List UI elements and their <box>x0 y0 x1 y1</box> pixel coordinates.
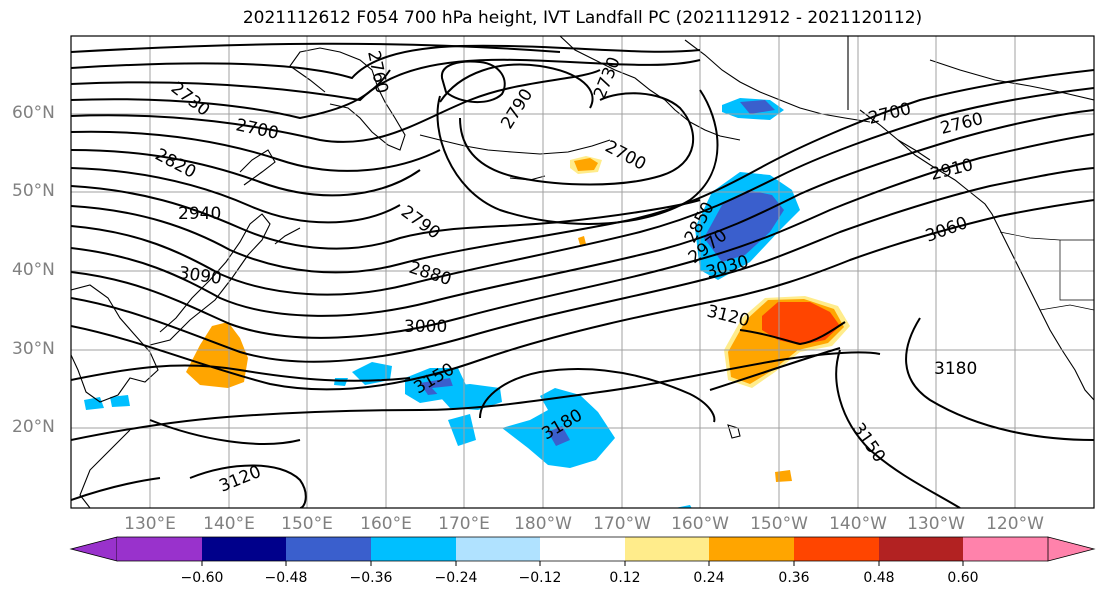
colorbar-tick-label: −0.36 <box>349 570 393 586</box>
colorbar-swatch <box>117 537 202 561</box>
colorbar-swatch <box>879 537 963 561</box>
lon-label: 140°E <box>203 514 255 534</box>
lon-label: 170°E <box>438 514 490 534</box>
colorbar-swatch <box>286 537 371 561</box>
lon-label: 140°W <box>829 514 887 534</box>
lat-label: 60°N <box>12 103 55 123</box>
lon-label: 160°E <box>360 514 412 534</box>
colorbar-swatch <box>963 537 1048 561</box>
lat-label: 20°N <box>12 417 55 437</box>
contour-label: 3180 <box>934 359 977 379</box>
lon-label: 150°E <box>281 514 333 534</box>
colorbar-tick-label: 0.36 <box>778 570 810 586</box>
colorbar-tick-label: −0.48 <box>264 570 308 586</box>
lon-label: 150°W <box>750 514 808 534</box>
lon-label: 130°W <box>907 514 965 534</box>
colorbar-swatch <box>794 537 879 561</box>
colorbar-tick-label: 0.48 <box>863 570 895 586</box>
height-contours <box>71 42 1094 508</box>
colorbar-tick-label: 0.60 <box>947 570 979 586</box>
lon-label: 130°E <box>124 514 176 534</box>
colorbar-swatch <box>709 537 794 561</box>
colorbar-swatch <box>202 537 286 561</box>
colorbar <box>69 536 1096 566</box>
lon-label: 180°W <box>514 514 572 534</box>
lon-label: 170°W <box>593 514 651 534</box>
lon-label: 160°W <box>671 514 729 534</box>
contour-label: 2940 <box>178 204 221 224</box>
colorbar-tick-label: 0.24 <box>693 570 725 586</box>
colorbar-extend-low <box>69 536 118 562</box>
colorbar-swatch <box>456 537 540 561</box>
map-frame <box>70 35 1095 509</box>
colorbar-tick-label: 0.12 <box>609 570 641 586</box>
colorbar-tick-label: −0.24 <box>434 570 478 586</box>
colorbar-extend-high <box>1047 536 1096 562</box>
colorbar-swatch <box>625 537 709 561</box>
lon-label: 120°W <box>986 514 1044 534</box>
colorbar-swatch <box>540 537 625 561</box>
lat-label: 30°N <box>12 339 55 359</box>
colorbar-swatch <box>371 537 456 561</box>
colorbar-tick-label: −0.60 <box>180 570 224 586</box>
lat-label: 50°N <box>12 181 55 201</box>
map-title: 2021112612 F054 700 hPa height, IVT Land… <box>242 8 923 28</box>
contour-label: 3000 <box>404 317 447 337</box>
lat-label: 40°N <box>12 260 55 280</box>
colorbar-tick-label: −0.12 <box>518 570 562 586</box>
ivt-positive-shading <box>186 156 850 482</box>
